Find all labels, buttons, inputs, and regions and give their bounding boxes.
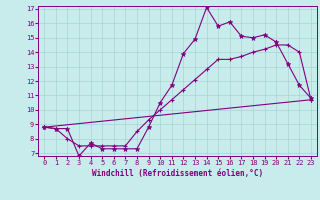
X-axis label: Windchill (Refroidissement éolien,°C): Windchill (Refroidissement éolien,°C) (92, 169, 263, 178)
